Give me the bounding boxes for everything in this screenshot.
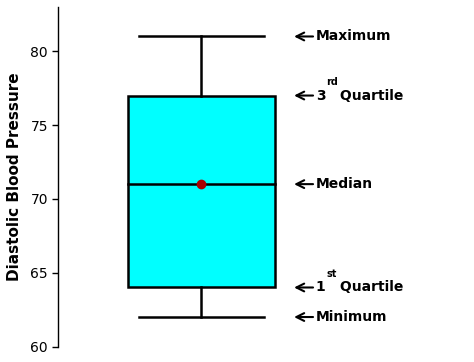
Text: Median: Median: [316, 177, 373, 191]
Text: Quartile: Quartile: [336, 89, 404, 102]
Text: Minimum: Minimum: [316, 310, 387, 324]
Text: 3: 3: [316, 89, 326, 102]
FancyBboxPatch shape: [128, 96, 275, 287]
Text: Quartile: Quartile: [336, 281, 404, 295]
Text: 1: 1: [316, 281, 326, 295]
Text: Maximum: Maximum: [316, 29, 392, 43]
Text: rd: rd: [326, 77, 338, 87]
Text: st: st: [326, 269, 337, 279]
Y-axis label: Diastolic Blood Pressure: Diastolic Blood Pressure: [7, 72, 22, 281]
